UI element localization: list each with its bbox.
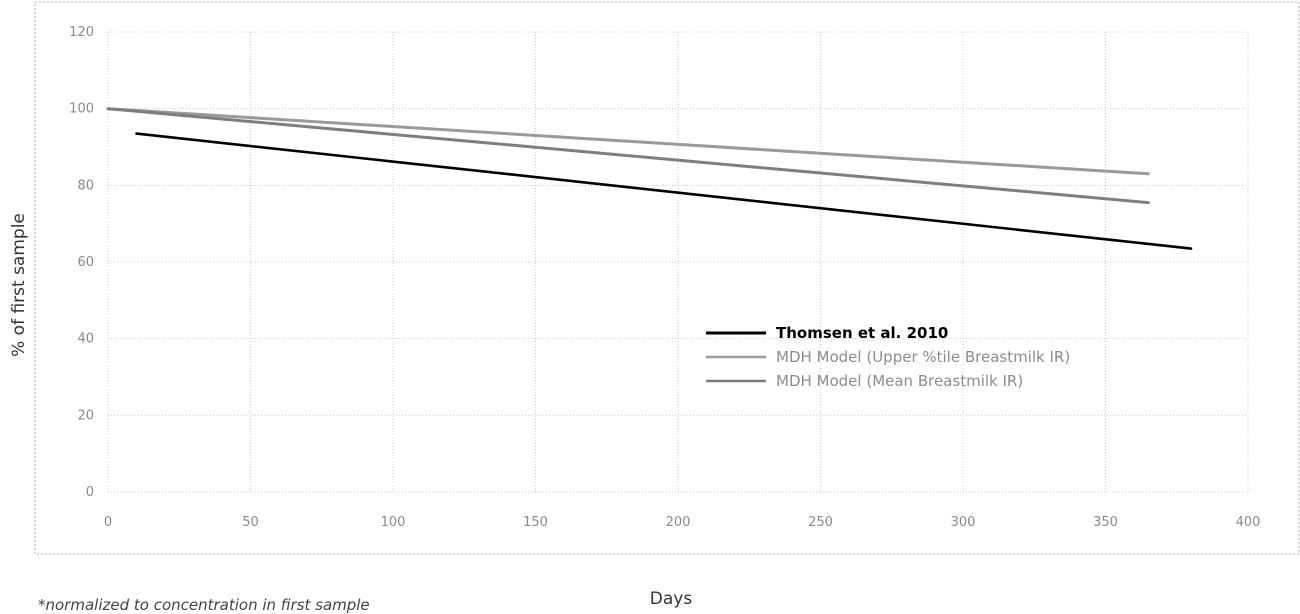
series-line-1 (135, 132, 1193, 250)
y-axis-title: % of first sample (9, 213, 29, 357)
chart-area-border (34, 1, 1300, 555)
x-axis-title: Days (650, 589, 693, 609)
y-tick-label: 80 (77, 178, 94, 193)
legend-label-2: MDH Model (Upper %tile Breastmilk IR) (776, 348, 1070, 366)
x-tick-label: 300 (951, 515, 976, 530)
legend: Thomsen et al. 2010 MDH Model (Upper %til… (706, 324, 1070, 390)
x-tick-label: 100 (381, 515, 406, 530)
y-axis-ticks: 0 20 40 60 80 100 120 (69, 25, 94, 500)
series-line-2 (106, 107, 1150, 176)
x-tick-label: 150 (523, 515, 548, 530)
gridlines (107, 31, 1249, 493)
x-axis-ticks: 0 50 100 150 200 250 300 350 400 (104, 515, 1261, 530)
y-tick-label: 60 (77, 255, 94, 270)
footnote: *normalized to concentration in first sa… (38, 596, 370, 614)
y-tick-label: 40 (77, 332, 94, 347)
series-lines (106, 107, 1193, 250)
x-tick-label: 250 (808, 515, 833, 530)
series-line-3 (106, 107, 1150, 205)
y-tick-label: 100 (69, 102, 94, 117)
y-tick-label: 0 (86, 485, 94, 500)
x-tick-label: 200 (666, 515, 691, 530)
legend-label-3: MDH Model (Mean Breastmilk IR) (776, 372, 1023, 390)
x-tick-label: 400 (1236, 515, 1261, 530)
x-tick-label: 50 (242, 515, 259, 530)
y-tick-label: 120 (69, 25, 94, 40)
x-tick-label: 0 (104, 515, 112, 530)
y-tick-label: 20 (77, 408, 94, 423)
x-tick-label: 350 (1093, 515, 1118, 530)
legend-label-1: Thomsen et al. 2010 (776, 324, 948, 342)
